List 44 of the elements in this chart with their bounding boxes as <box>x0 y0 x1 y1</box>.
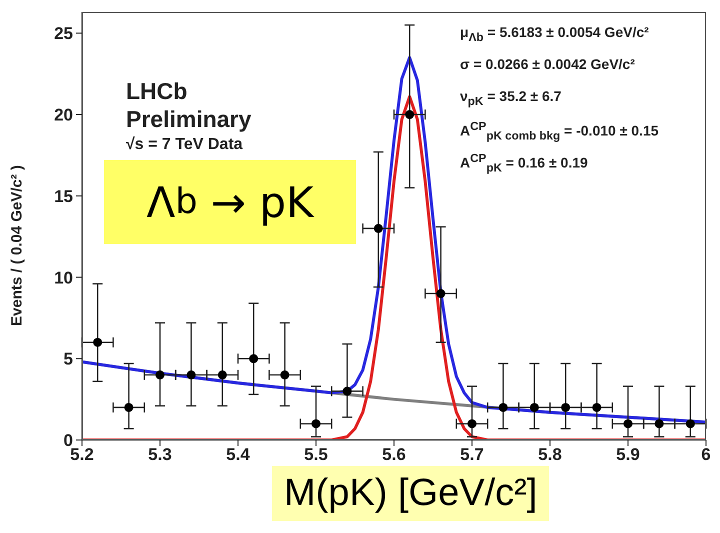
x-tick-label: 5.6 <box>382 445 406 464</box>
y-tick-label: 10 <box>54 268 73 288</box>
x-tick-label: 5.3 <box>148 445 172 464</box>
point <box>374 224 383 233</box>
point <box>498 402 508 412</box>
annotation: μ$_{Λb}$ = 5.6183 ± 0.0054 GeV/c² <box>460 24 649 44</box>
point <box>561 402 570 412</box>
x-tick-label: 5.8 <box>538 445 562 464</box>
point <box>592 402 602 412</box>
point <box>623 419 633 428</box>
point <box>218 370 227 380</box>
annotation: A$^{CP}$$_{pK}$ = 0.16 ± 0.19 <box>460 152 588 174</box>
y-tick-label: 25 <box>54 24 73 44</box>
point <box>124 402 134 412</box>
point <box>654 419 664 428</box>
point <box>342 386 352 396</box>
annotation: √s = 7 TeV Data <box>126 136 243 154</box>
x-tick-label: 5.2 <box>70 445 94 464</box>
point <box>249 354 258 364</box>
point <box>311 419 321 428</box>
annotation: A$^{CP}$$_{pK comb bkg}$ = -0.010 ± 0.15 <box>460 120 659 142</box>
x-axis-title: M(pK) [GeV/c²] <box>272 466 550 521</box>
point <box>405 110 414 120</box>
annotation: Preliminary <box>126 106 252 133</box>
y-tick-label: 5 <box>64 350 73 369</box>
annotation: σ = 0.0266 ± 0.0042 GeV/c² <box>460 56 635 72</box>
point <box>436 289 446 298</box>
annotation: ν$_{pK}$ = 35.2 ± 6.7 <box>460 88 562 108</box>
x-tick-label: 6 <box>701 445 711 464</box>
y-tick-label: 15 <box>54 186 73 206</box>
y-tick-label: 20 <box>54 106 73 125</box>
x-tick-label: 5.9 <box>616 445 640 464</box>
x-tick-label: 5.5 <box>304 445 328 464</box>
point <box>186 370 196 380</box>
point <box>467 419 477 428</box>
x-tick-label: 5.7 <box>460 445 484 464</box>
point <box>280 370 290 380</box>
y-axis-title: Events / ( 0.04 GeV/c² ) <box>8 165 26 326</box>
point <box>686 419 695 428</box>
point <box>93 338 102 347</box>
annotation: LHCb <box>126 78 188 105</box>
point <box>530 402 539 412</box>
x-tick-label: 5.4 <box>226 445 250 464</box>
point <box>155 370 165 380</box>
